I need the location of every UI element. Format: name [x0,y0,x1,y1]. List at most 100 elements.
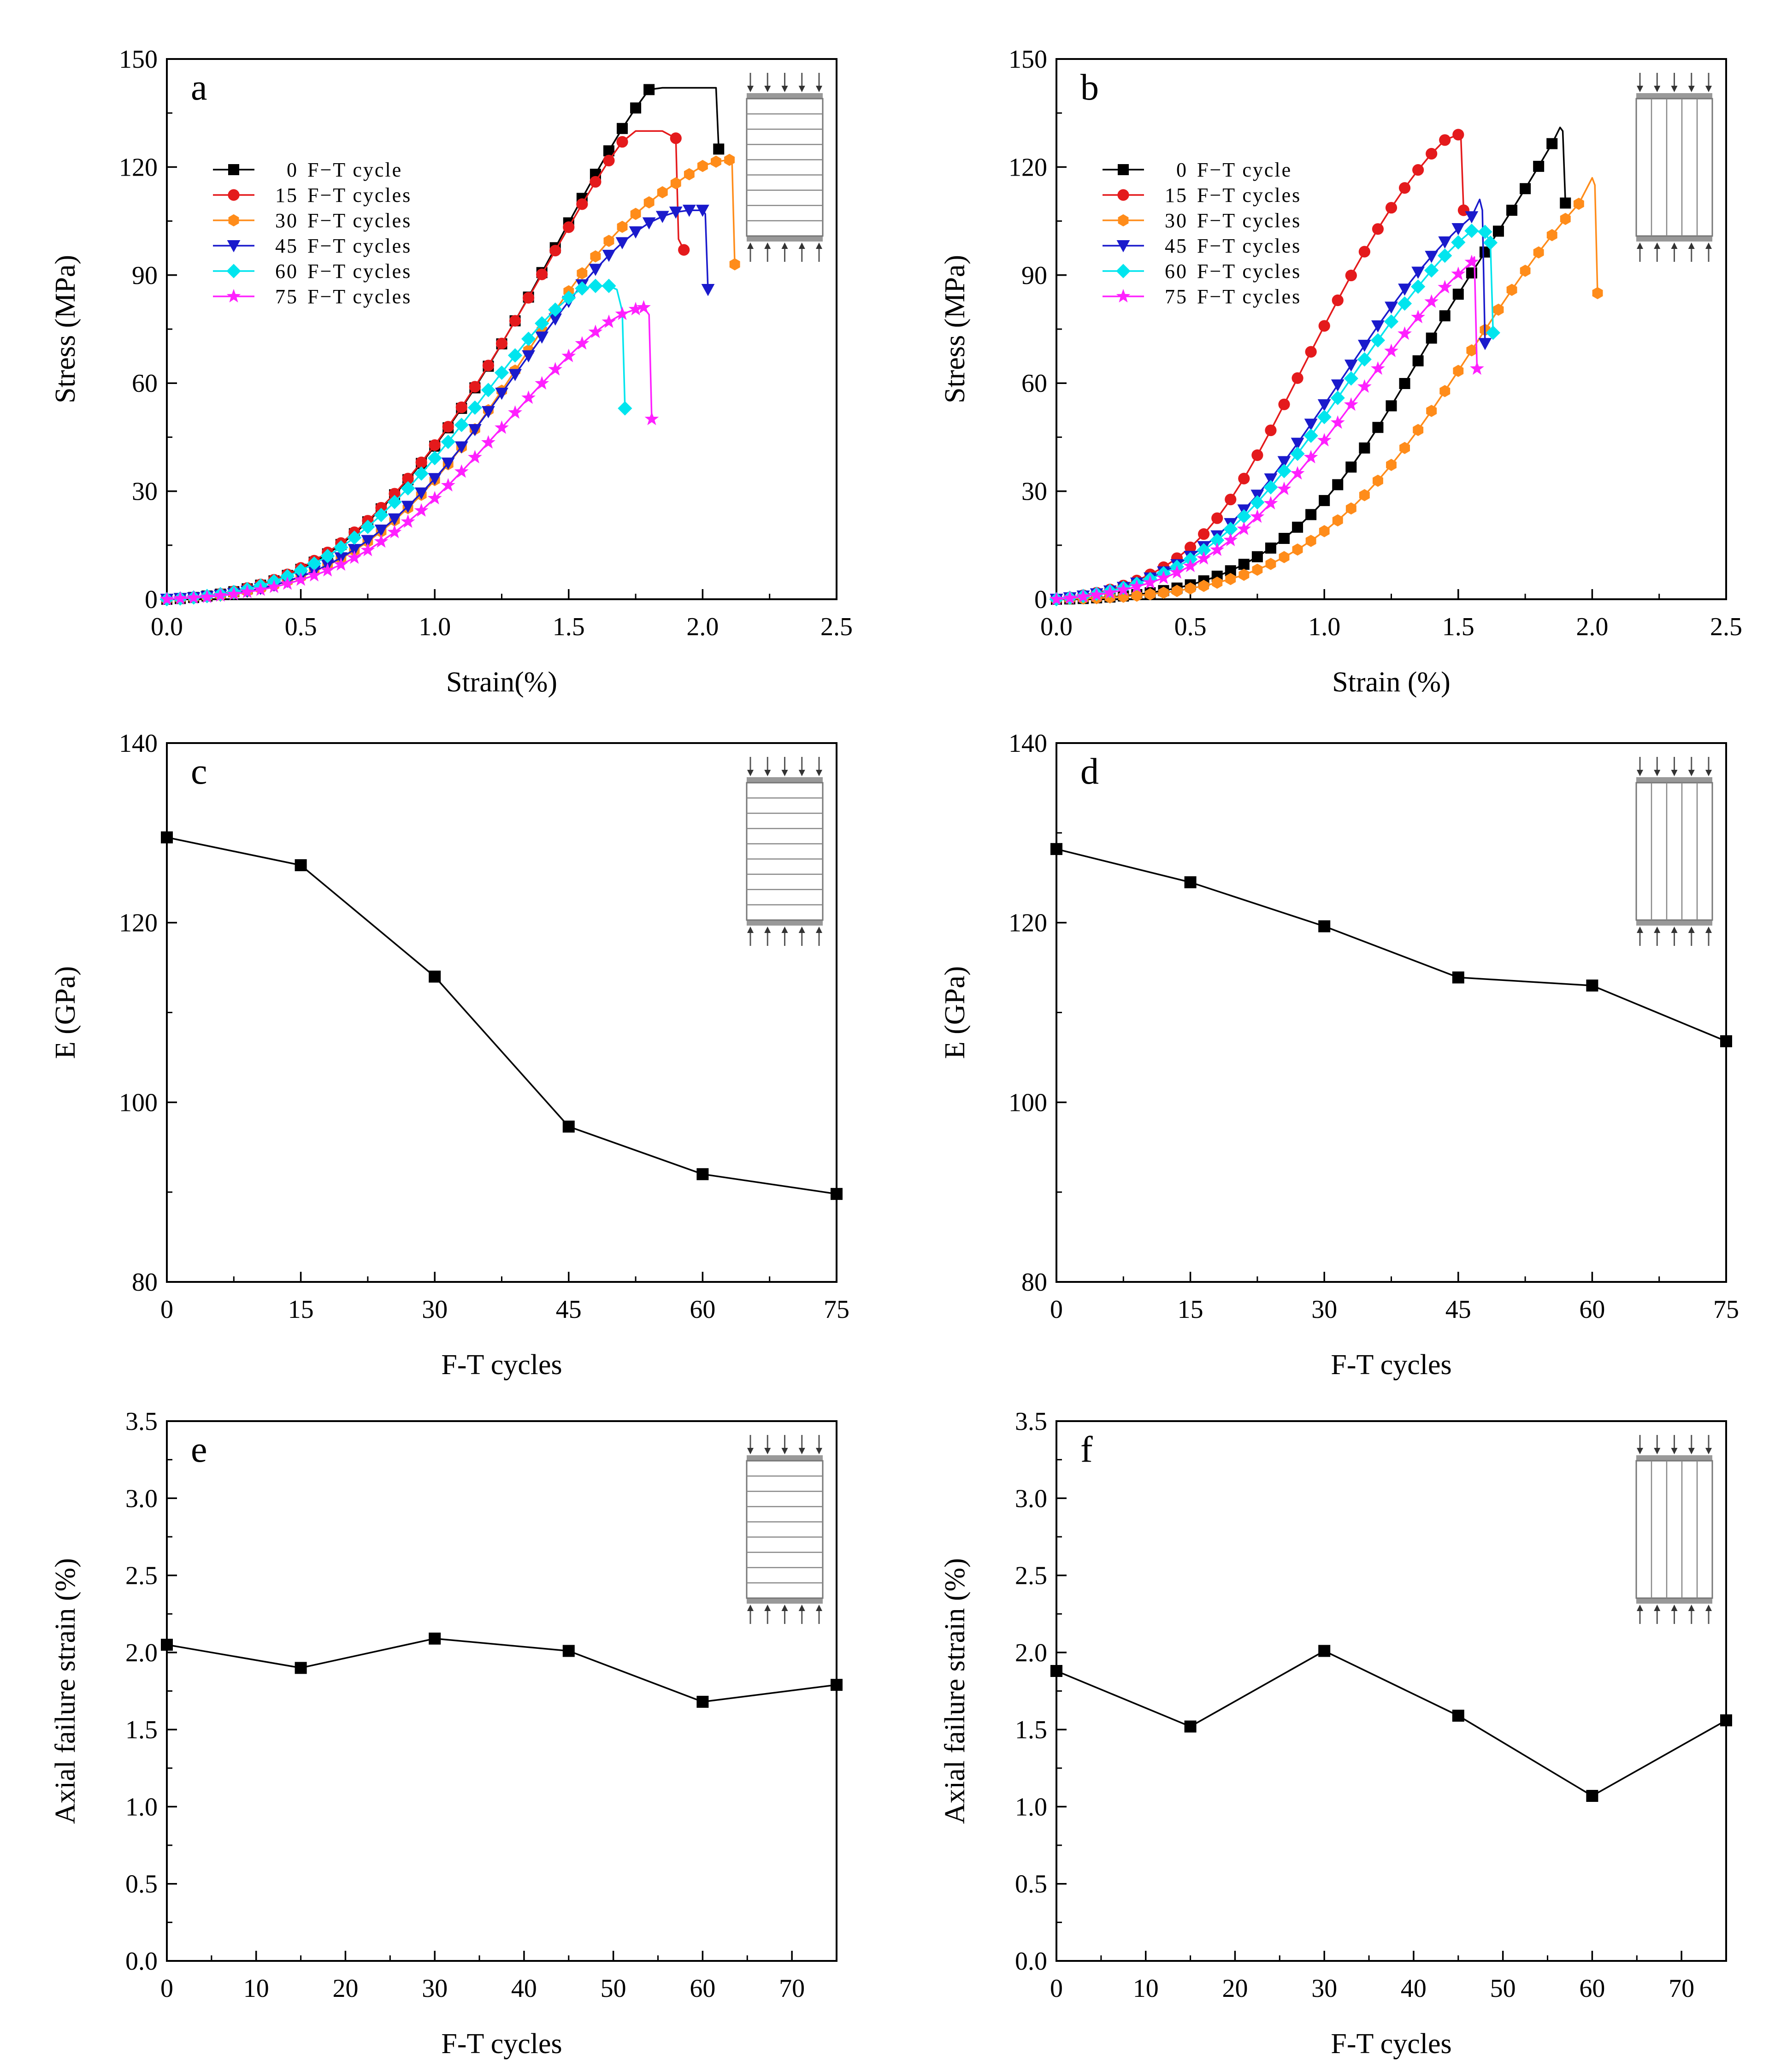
data-point [295,1662,307,1674]
data-point [1344,397,1358,411]
data-point [1438,248,1452,263]
data-point [617,123,628,134]
series-2 [161,130,690,605]
data-point [1372,422,1384,433]
data-point [670,177,681,189]
data-point [1426,332,1437,344]
plot-frame [166,1420,837,1962]
x-tick-label: 50 [601,1974,626,2003]
data-point [1303,450,1318,464]
data-point [388,513,401,526]
data-point [1318,920,1331,933]
data-point [1305,509,1317,520]
data-point [1478,224,1492,239]
y-tick-label: 150 [119,45,158,74]
data-point [1238,568,1250,581]
data-point [1720,1035,1732,1047]
specimen-body [746,782,824,921]
arrowhead-icon [1637,1605,1643,1611]
loading-plate [1636,1598,1712,1604]
data-point [644,412,659,425]
data-point [374,534,389,548]
data-point [1451,223,1465,236]
data-point [1345,502,1356,515]
data-point [536,268,548,280]
y-tick-label: 120 [1008,909,1047,938]
data-point [320,549,335,563]
arrowhead-icon [781,86,788,92]
data-point [628,301,643,316]
legend-marker [226,264,241,278]
data-point [1372,223,1384,235]
series-line [1056,126,1567,600]
data-point [1398,182,1411,194]
series-1 [161,1632,843,1708]
legend-marker [1116,240,1130,253]
data-point [637,300,651,314]
y-tick-label: 1.0 [125,1793,158,1821]
panel-letter: d [1080,751,1099,792]
arrowhead-icon [747,242,754,249]
specimen-schematic [1635,1435,1713,1624]
x-tick-label: 30 [422,1295,448,1324]
legend-label-count: 30 [1165,209,1188,232]
data-point [295,859,307,871]
legend-marker [227,240,241,253]
legend-label-count: 75 [1165,285,1188,308]
data-point [697,159,708,172]
data-point [1291,437,1304,450]
data-point [401,481,415,496]
data-point [670,132,682,144]
data-point [1424,294,1439,308]
arrowhead-icon [1705,242,1712,249]
data-point [1331,379,1345,392]
panel-letter: b [1080,67,1099,108]
x-tick-label: 2.5 [1710,613,1742,641]
arrowhead-icon [1705,1605,1712,1611]
arrowhead-icon [1637,242,1643,249]
legend-label: F−T cycles [1197,184,1301,207]
x-tick-label: 2.0 [686,613,719,641]
data-point [1225,573,1236,585]
data-point [1277,456,1291,468]
data-point [1050,1665,1062,1677]
data-point [1470,361,1484,375]
panel-letter: a [191,67,207,108]
data-point [441,457,455,470]
data-point [1546,138,1558,149]
data-point [374,524,388,537]
data-point [1385,301,1398,314]
data-point [1210,533,1225,548]
x-tick-label: 1.5 [1442,613,1474,641]
data-point [1358,246,1370,258]
data-point [1506,205,1518,216]
data-point [1357,352,1372,367]
x-tick-label: 10 [1133,1974,1159,2003]
arrowhead-icon [816,927,822,933]
data-point [1506,283,1517,296]
y-tick-label: 100 [119,1088,158,1117]
data-point [414,487,428,500]
x-axis-title: Strain(%) [446,667,557,698]
data-point [1317,410,1332,425]
data-point [1412,355,1424,366]
legend-label: F−T cycles [1197,260,1301,283]
data-point [563,221,575,233]
data-point [159,591,174,606]
data-point [1465,211,1479,224]
data-point [1478,338,1492,350]
legend-label: F−T cycles [307,285,412,308]
data-point [454,418,469,432]
legend: 0 F−T cycle 15 F−T cycles 30 F−T cycles 45 F−T … [1103,159,1301,308]
data-point [1251,551,1263,562]
data-point [1371,361,1385,375]
data-point [1411,266,1425,279]
data-point [508,369,522,381]
y-tick-label: 0.5 [125,1870,158,1899]
data-point [240,584,254,598]
data-point [482,360,495,372]
arrowhead-icon [764,1605,771,1611]
data-point [1145,588,1156,601]
data-point [307,556,322,571]
data-point [402,472,414,484]
